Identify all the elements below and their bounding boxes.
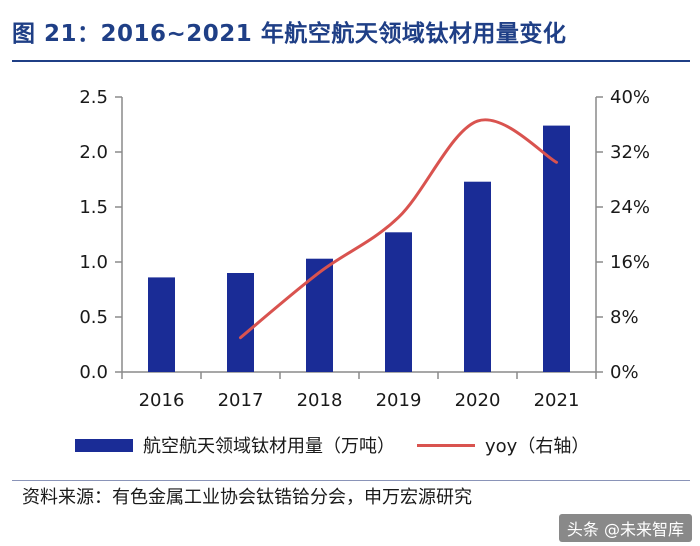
right-tick-label: 8% (610, 307, 639, 328)
x-tick-label: 2020 (455, 390, 501, 411)
bar-2021 (543, 125, 570, 372)
right-tick-label: 0% (610, 362, 639, 383)
right-tick-label: 16% (610, 252, 650, 273)
bar-2016 (148, 277, 175, 372)
left-tick-label: 2.0 (79, 142, 108, 163)
left-tick-label: 0.0 (79, 362, 108, 383)
watermark: 头条 @未来智库 (558, 514, 692, 542)
x-tick-label: 2017 (218, 390, 264, 411)
legend: 航空航天领域钛材用量（万吨） yoy（右轴） (75, 432, 589, 458)
left-tick-label: 2.5 (79, 87, 108, 108)
chart-title: 图 21：2016~2021 年航空航天领域钛材用量变化 (12, 21, 567, 47)
legend-bar-swatch (75, 438, 133, 452)
left-tick-label: 1.0 (79, 252, 108, 273)
legend-bar-label: 航空航天领域钛材用量（万吨） (143, 436, 395, 457)
source-note: 资料来源：有色金属工业协会钛锆铪分会，申万宏源研究 (22, 487, 472, 508)
x-tick-label: 2016 (139, 390, 185, 411)
bar-2018 (306, 258, 333, 372)
footer-divider (12, 480, 690, 481)
x-tick-label: 2018 (297, 390, 343, 411)
legend-line-label: yoy（右轴） (485, 436, 590, 457)
left-tick-label: 1.5 (79, 197, 108, 218)
bar-2019 (385, 232, 412, 372)
x-tick-label: 2021 (534, 390, 580, 411)
legend-line-swatch (417, 443, 475, 447)
title-divider (12, 60, 690, 62)
bar-2020 (464, 181, 491, 372)
right-tick-label: 24% (610, 197, 650, 218)
right-tick-label: 40% (610, 87, 650, 108)
yoy-line (239, 118, 558, 340)
x-tick-label: 2019 (376, 390, 422, 411)
left-tick-label: 0.5 (79, 307, 108, 328)
chart: 0.0 0.5 1.0 1.5 2.0 2.5 0% 8% 16% 24% 32% 40% 2016 20… (79, 87, 650, 411)
right-tick-label: 32% (610, 142, 650, 163)
bar-2017 (227, 273, 254, 372)
